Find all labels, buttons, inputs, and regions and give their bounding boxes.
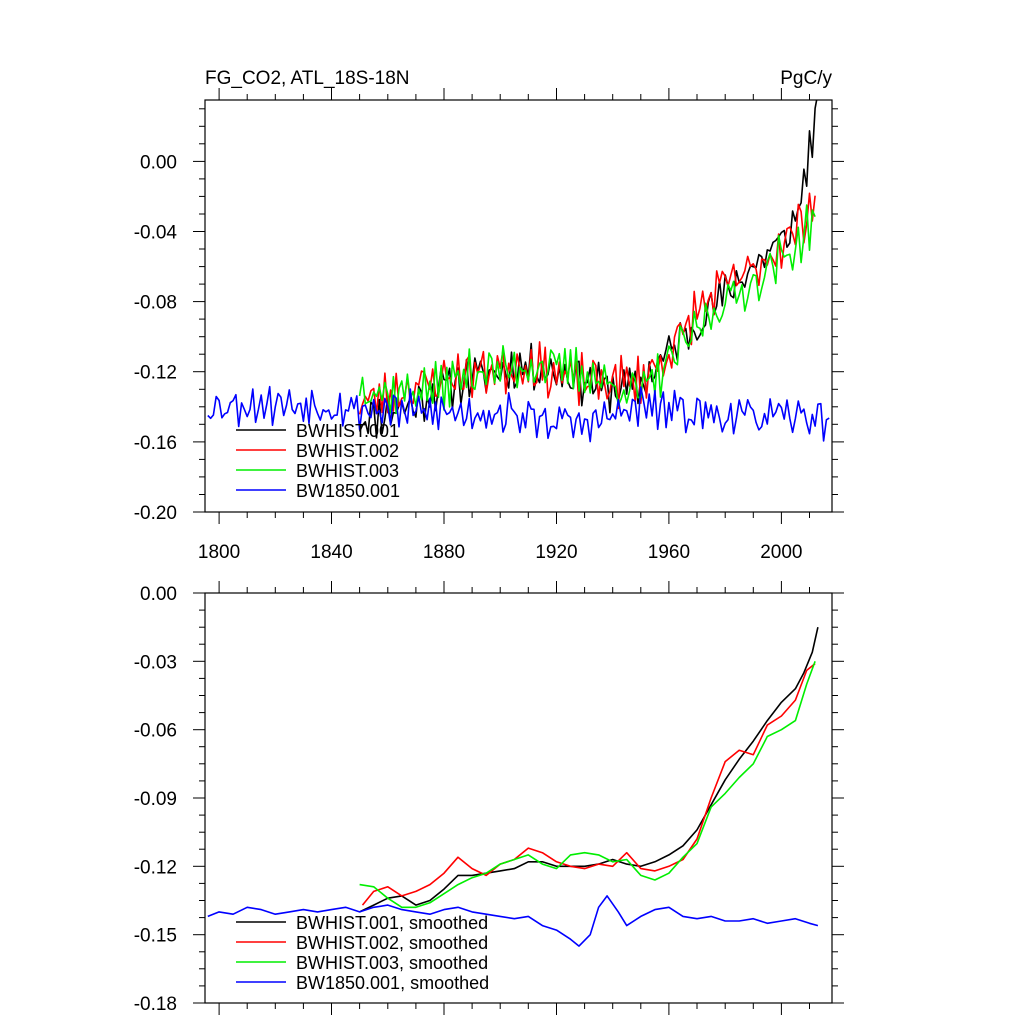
units-label: PgC/y xyxy=(780,68,832,89)
series-lines xyxy=(207,100,830,443)
x-axis-ticks: 1800 1840 1880 1920 1960 2000 xyxy=(198,88,810,563)
legend-label: BWHIST.002, smoothed xyxy=(296,933,488,953)
series-line-bw1850-001 xyxy=(207,385,830,443)
y-tick-label: -0.08 xyxy=(134,293,177,314)
y-tick-label: 0.00 xyxy=(140,584,177,605)
y-tick-label: -0.18 xyxy=(134,994,177,1015)
y-axis-ticks: -0.18 -0.15 -0.12 -0.09 -0.06 -0.03 0.00 xyxy=(134,584,844,1015)
smoothed-flux-panel: -0.18 -0.15 -0.12 -0.09 -0.06 -0.03 0.00 BWHIST… xyxy=(134,581,844,1015)
x-tick-label: 1920 xyxy=(535,542,577,563)
series-line-bw1850-001-smoothed xyxy=(207,895,819,947)
x-tick-label: 1880 xyxy=(423,542,465,563)
x-tick-label: 1800 xyxy=(198,542,240,563)
series-line-bwhist-002-smoothed xyxy=(361,662,816,906)
y-axis-ticks: -0.20 -0.16 -0.12 -0.08 -0.04 0.00 xyxy=(134,108,844,524)
legend-label: BWHIST.002 xyxy=(296,441,399,461)
y-tick-label: -0.03 xyxy=(134,652,177,673)
x-axis-ticks xyxy=(218,581,810,1015)
legend-label: BW1850.001 xyxy=(296,481,400,501)
x-tick-label: 1840 xyxy=(310,542,352,563)
y-tick-label: -0.20 xyxy=(134,503,177,524)
legend-item: BWHIST.001 xyxy=(236,421,399,441)
y-tick-label: -0.16 xyxy=(134,433,177,454)
legend-item: BWHIST.002, smoothed xyxy=(236,933,488,953)
series-line-bwhist-002 xyxy=(358,192,816,415)
y-tick-label: -0.06 xyxy=(134,721,177,742)
legend-label: BWHIST.003 xyxy=(296,461,399,481)
legend-item: BWHIST.003 xyxy=(236,461,399,481)
series-line-bwhist-001-smoothed xyxy=(359,627,819,913)
annual-flux-panel: FG_CO2, ATL_18S-18N PgC/y 1800 1840 1880 19… xyxy=(134,68,844,563)
panel-title: FG_CO2, ATL_18S-18N xyxy=(205,68,410,89)
y-tick-label: -0.09 xyxy=(134,789,177,810)
y-tick-label: -0.12 xyxy=(134,857,177,878)
y-tick-label: 0.00 xyxy=(140,152,177,173)
legend-label: BWHIST.003, smoothed xyxy=(296,953,488,973)
legend-item: BWHIST.003, smoothed xyxy=(236,953,488,973)
legend-item: BWHIST.001, smoothed xyxy=(236,913,488,933)
legend-label: BWHIST.001 xyxy=(296,421,399,441)
y-tick-label: -0.04 xyxy=(134,222,178,243)
x-tick-label: 1960 xyxy=(648,542,690,563)
legend-item: BW1850.001, smoothed xyxy=(236,973,489,993)
series-line-bwhist-003-smoothed xyxy=(359,661,816,909)
x-tick-label: 2000 xyxy=(760,542,802,563)
legend-label: BW1850.001, smoothed xyxy=(296,973,489,993)
legend-item: BW1850.001 xyxy=(236,481,400,501)
plot-frame xyxy=(204,99,833,513)
y-tick-label: -0.12 xyxy=(134,363,177,384)
series-lines xyxy=(207,627,819,947)
y-tick-label: -0.15 xyxy=(134,926,177,947)
series-line-bwhist-003 xyxy=(358,204,816,415)
legend-item: BWHIST.002 xyxy=(236,441,399,461)
legend-label: BWHIST.001, smoothed xyxy=(296,913,488,933)
